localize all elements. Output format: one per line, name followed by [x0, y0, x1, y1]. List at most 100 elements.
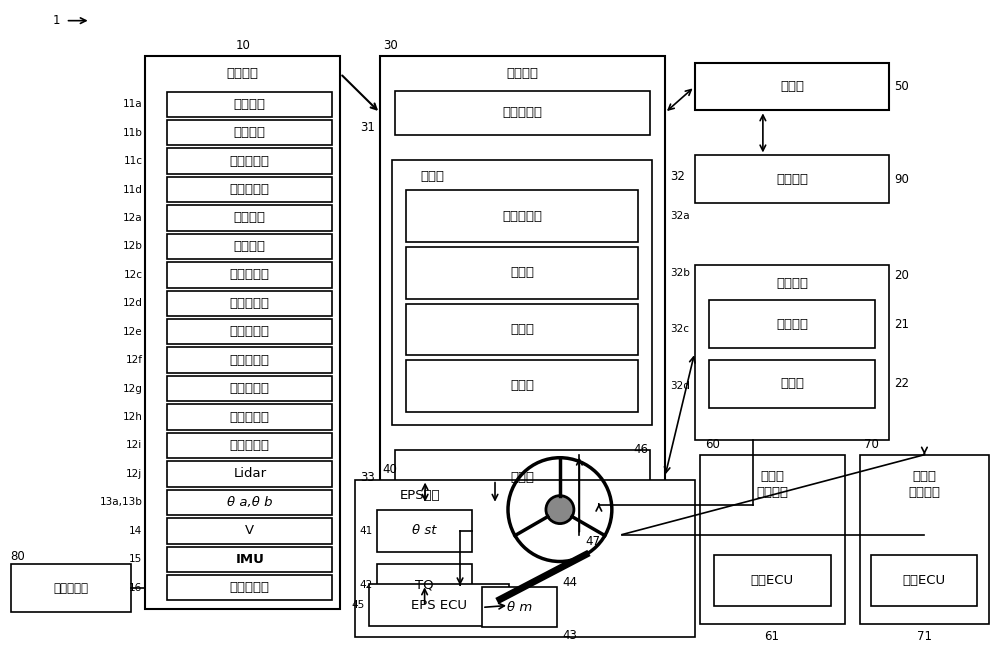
Text: 12j: 12j: [126, 469, 142, 479]
Bar: [167, 347, 332, 373]
Bar: [167, 120, 332, 146]
Bar: [167, 234, 332, 259]
Text: 32c: 32c: [670, 325, 689, 334]
Text: 驱动ECU: 驱动ECU: [751, 574, 794, 587]
Text: 控制系统: 控制系统: [756, 486, 788, 499]
Bar: [377, 564, 472, 607]
Text: 12h: 12h: [123, 412, 142, 422]
Text: 前摄像头: 前摄像头: [234, 98, 266, 111]
Bar: [167, 262, 332, 287]
Text: 操作输入部: 操作输入部: [53, 582, 88, 595]
Bar: [380, 56, 665, 535]
Text: 操作检测部: 操作检测部: [230, 581, 270, 594]
Text: 47: 47: [585, 535, 600, 548]
Text: 20: 20: [894, 268, 909, 281]
Bar: [871, 554, 977, 607]
Text: 通信部: 通信部: [780, 80, 804, 93]
Text: 11d: 11d: [123, 185, 142, 195]
Text: 运算部: 运算部: [420, 170, 444, 183]
Text: 31: 31: [360, 121, 375, 135]
Text: 80: 80: [11, 550, 25, 563]
Bar: [369, 584, 509, 626]
Bar: [167, 433, 332, 458]
Bar: [167, 461, 332, 486]
Text: 43: 43: [562, 629, 577, 642]
Text: 输入输出部: 输入输出部: [502, 106, 542, 119]
Text: 后声纳组: 后声纳组: [234, 240, 266, 253]
Bar: [695, 63, 889, 110]
Text: 12a: 12a: [123, 213, 142, 223]
Text: 检测部: 检测部: [510, 266, 534, 279]
Text: 32b: 32b: [670, 268, 690, 278]
Bar: [700, 454, 845, 624]
Bar: [167, 319, 332, 345]
Text: 前左角雷达: 前左角雷达: [230, 354, 270, 367]
Text: 44: 44: [562, 576, 577, 589]
Bar: [167, 148, 332, 174]
Bar: [11, 564, 131, 613]
Text: 右侧声纳组: 右侧声纳组: [230, 297, 270, 310]
Text: 后左角雷达: 后左角雷达: [230, 411, 270, 424]
Text: 外部装置: 外部装置: [776, 173, 808, 186]
Text: 50: 50: [894, 80, 909, 93]
Text: EPS系统: EPS系统: [400, 489, 440, 502]
Text: 后摄像头: 后摄像头: [234, 126, 266, 139]
Bar: [355, 480, 695, 637]
Text: 70: 70: [864, 438, 879, 451]
Text: 前声纳组: 前声纳组: [234, 212, 266, 225]
Bar: [395, 91, 650, 135]
Text: 12e: 12e: [123, 326, 142, 337]
Bar: [406, 360, 638, 412]
Bar: [167, 376, 332, 402]
Text: θ st: θ st: [412, 524, 437, 537]
Text: 32d: 32d: [670, 381, 690, 391]
Bar: [709, 360, 875, 408]
Text: 10: 10: [235, 39, 250, 52]
Text: 61: 61: [765, 630, 780, 643]
Text: 外界识别部: 外界识别部: [502, 210, 542, 223]
Text: 11a: 11a: [123, 99, 142, 109]
Text: 15: 15: [129, 554, 142, 564]
Text: 控制装置: 控制装置: [506, 67, 538, 80]
Bar: [167, 177, 332, 202]
Text: 60: 60: [705, 438, 720, 451]
Bar: [167, 404, 332, 430]
Bar: [695, 155, 889, 203]
Text: 13a,13b: 13a,13b: [100, 498, 142, 507]
Bar: [709, 300, 875, 348]
Text: 71: 71: [917, 630, 932, 643]
Text: 左侧声纳组: 左侧声纳组: [230, 268, 270, 281]
Text: 40: 40: [383, 463, 398, 476]
Bar: [167, 518, 332, 543]
Text: 12d: 12d: [123, 298, 142, 308]
Bar: [406, 190, 638, 242]
Text: 12c: 12c: [123, 270, 142, 280]
Bar: [860, 454, 989, 624]
Text: 12f: 12f: [125, 355, 142, 365]
Text: 制动力: 制动力: [912, 470, 936, 483]
Text: 前右角雷达: 前右角雷达: [230, 382, 270, 395]
Bar: [167, 205, 332, 231]
Text: 12g: 12g: [123, 383, 142, 394]
Bar: [167, 490, 332, 515]
Text: EPS ECU: EPS ECU: [411, 599, 467, 612]
Text: θ m: θ m: [507, 601, 532, 614]
Text: Lidar: Lidar: [233, 468, 266, 481]
Text: 45: 45: [352, 600, 365, 611]
Text: 16: 16: [129, 582, 142, 593]
Bar: [167, 91, 332, 117]
Text: 控制部: 控制部: [510, 379, 534, 392]
Bar: [167, 291, 332, 316]
Text: 32: 32: [670, 170, 685, 183]
Text: 触控面板: 触控面板: [776, 317, 808, 330]
Text: 搜索部: 搜索部: [510, 323, 534, 336]
Circle shape: [546, 496, 574, 524]
Text: 33: 33: [360, 471, 375, 484]
Text: 12b: 12b: [123, 242, 142, 251]
Text: 后右角雷达: 后右角雷达: [230, 439, 270, 452]
Text: 22: 22: [894, 377, 909, 390]
Text: TQ: TQ: [415, 579, 434, 592]
Bar: [167, 547, 332, 572]
Bar: [406, 247, 638, 298]
Text: 驱动力: 驱动力: [760, 470, 784, 483]
